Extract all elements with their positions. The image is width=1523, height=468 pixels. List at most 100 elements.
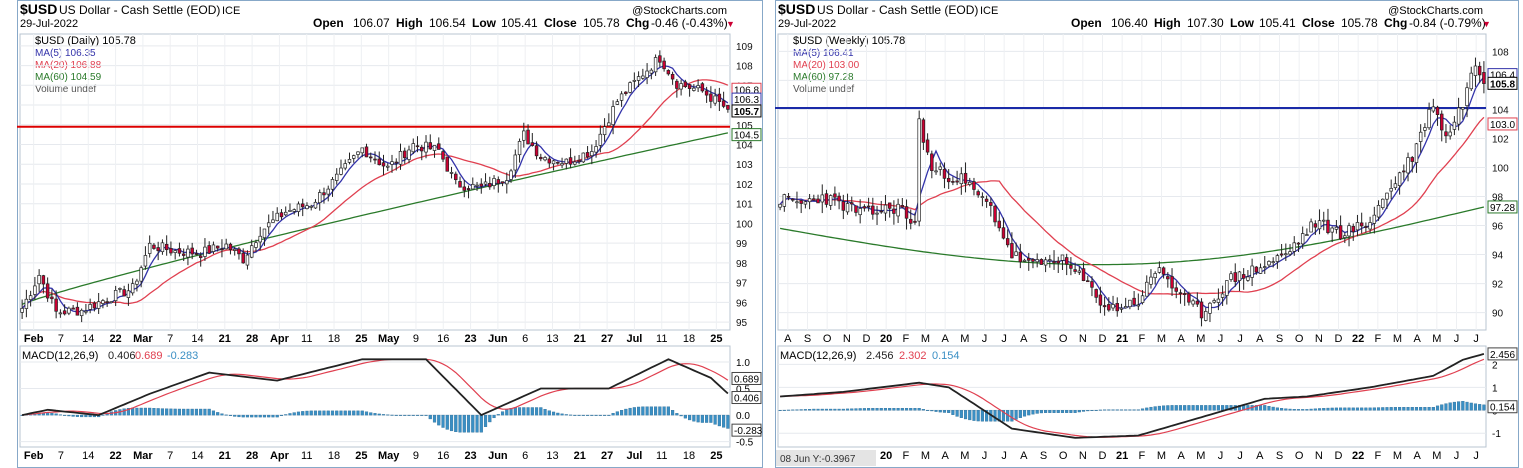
candle-body	[942, 168, 947, 179]
macd-histogram-bar	[1419, 407, 1423, 411]
candle-body	[1119, 307, 1124, 310]
x-tick-label: 7	[167, 333, 173, 345]
macd-histogram-bar	[1140, 408, 1145, 411]
candle-body	[590, 151, 594, 156]
candle-body	[505, 180, 509, 185]
y-tick-label: 92	[1492, 280, 1504, 291]
macd-histogram-bar	[1309, 408, 1313, 411]
macd-histogram-bar	[654, 406, 658, 416]
candle-body	[1461, 107, 1465, 110]
macd-histogram-bar	[972, 410, 976, 421]
candle-body	[305, 205, 309, 210]
legend-ma20: MA(20) 103.00	[793, 60, 860, 71]
candle-body	[539, 156, 543, 160]
macd-histogram-bar	[1195, 405, 1199, 411]
macd-histogram-bar	[879, 408, 883, 411]
candle-body	[636, 76, 641, 81]
macd-histogram-bar	[1288, 408, 1292, 411]
candle-body	[1111, 304, 1115, 309]
macd-histogram-bar	[1162, 405, 1166, 411]
macd-histogram-bar	[496, 414, 500, 416]
bottom-x-tick-label: J	[1454, 450, 1460, 462]
candle-body	[67, 307, 71, 314]
bottom-x-tick-label: May	[378, 450, 400, 462]
macd-tick-label: 1	[1492, 383, 1498, 394]
candle-body	[696, 85, 700, 89]
macd-histogram-bar	[1208, 405, 1212, 411]
candle-body	[854, 205, 858, 213]
bottom-x-tick-label: M	[1157, 450, 1166, 462]
macd-histogram-bar	[1267, 406, 1271, 411]
macd-histogram-bar	[871, 408, 875, 411]
candle-body	[330, 179, 335, 190]
candle-body	[1107, 304, 1111, 311]
price-tag-label: 105.7	[734, 107, 759, 118]
candle-body	[249, 245, 254, 258]
macd-histogram-bar	[479, 414, 483, 433]
macd-histogram-bar	[233, 414, 237, 417]
x-tick-label: A	[1413, 333, 1421, 345]
x-tick-label: N	[1079, 333, 1087, 345]
bottom-x-tick-label: M	[960, 450, 969, 462]
macd-histogram-bar	[1204, 405, 1208, 411]
macd-histogram-bar	[305, 410, 309, 416]
candle-body	[198, 255, 203, 258]
x-tick-label: A	[784, 333, 792, 345]
macd-histogram-bar	[683, 414, 687, 419]
macd-histogram-bar	[1482, 404, 1486, 411]
bottom-x-tick-label: 7	[58, 450, 64, 462]
macd-histogram-bar	[782, 409, 786, 411]
candle-body	[1140, 295, 1145, 303]
candle-body	[479, 183, 484, 187]
macd-histogram-bar	[1385, 407, 1389, 411]
candle-body	[1334, 226, 1339, 230]
macd-histogram-bar	[841, 408, 845, 411]
macd-histogram-bar	[594, 414, 598, 416]
chart-source: @StockCharts.com	[632, 5, 727, 17]
candle-body	[526, 129, 530, 145]
macd-histogram-bar	[360, 410, 364, 416]
macd-histogram-bar	[1090, 410, 1094, 411]
candle-body	[611, 106, 615, 125]
macd-histogram-bar	[829, 408, 833, 411]
candle-body	[1423, 127, 1427, 131]
candle-body	[1052, 261, 1056, 264]
bottom-x-tick-label: 25	[355, 450, 367, 462]
candle-body	[62, 310, 67, 315]
candle-body	[58, 312, 63, 315]
macd-histogram-bar	[1031, 410, 1035, 415]
candle-body	[449, 172, 454, 174]
bottom-x-tick-label: J	[982, 450, 988, 462]
macd-histogram-bar	[585, 414, 590, 416]
candle-body	[1372, 214, 1377, 224]
chg-down-arrow-icon: ▼	[1482, 19, 1491, 29]
ohlc-high: 107.30	[1187, 16, 1224, 30]
ohlc-chg: -0.84 (-0.79%)	[1409, 16, 1486, 30]
macd-histogram-bar	[854, 408, 858, 411]
candle-body	[845, 203, 850, 213]
candle-body	[530, 142, 535, 146]
macd-line	[780, 353, 1485, 439]
macd-histogram-bar	[63, 414, 67, 416]
macd-histogram-bar	[577, 414, 581, 416]
candle-body	[828, 195, 833, 206]
candle-body	[241, 252, 245, 264]
chart-exchange: ICE	[222, 5, 240, 17]
macd-histogram-bar	[963, 410, 968, 420]
macd-histogram-bar	[1343, 407, 1347, 411]
macd-histogram-bar	[131, 407, 135, 416]
candle-body	[1229, 273, 1233, 280]
candle-body	[879, 210, 883, 213]
candle-body	[946, 177, 951, 183]
candle-body	[75, 306, 80, 316]
macd-tag-label: -0.283	[734, 426, 763, 437]
macd-histogram-bar	[649, 406, 653, 416]
cursor-readout: 08 Jun Y:-0.3967	[780, 454, 856, 465]
macd-histogram-bar	[1334, 407, 1338, 411]
macd-histogram-bar	[428, 414, 432, 420]
macd-histogram-bar	[224, 414, 228, 416]
macd-histogram-bar	[339, 410, 343, 416]
candle-body	[41, 275, 46, 285]
x-tick-label: A	[1177, 333, 1185, 345]
macd-signal-line	[22, 358, 729, 416]
